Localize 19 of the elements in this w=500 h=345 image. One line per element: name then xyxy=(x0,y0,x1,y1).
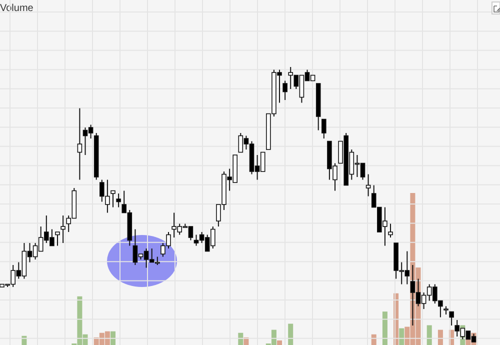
candlestick xyxy=(388,223,393,238)
bar xyxy=(399,328,404,345)
chart-title: Volume xyxy=(0,3,34,14)
candlestick xyxy=(116,193,121,208)
candlestick xyxy=(110,190,116,208)
bar xyxy=(288,324,294,345)
candlestick xyxy=(282,80,288,100)
candlestick xyxy=(322,118,326,139)
candlestick xyxy=(55,232,60,246)
candlestick xyxy=(449,311,454,326)
candlestick xyxy=(77,108,82,180)
bar xyxy=(438,330,443,345)
bar xyxy=(277,340,282,345)
bar xyxy=(238,332,244,345)
candlestick xyxy=(60,215,66,244)
candlestick xyxy=(366,174,371,197)
bar xyxy=(382,312,388,345)
bar xyxy=(110,331,116,345)
bar xyxy=(426,325,432,345)
